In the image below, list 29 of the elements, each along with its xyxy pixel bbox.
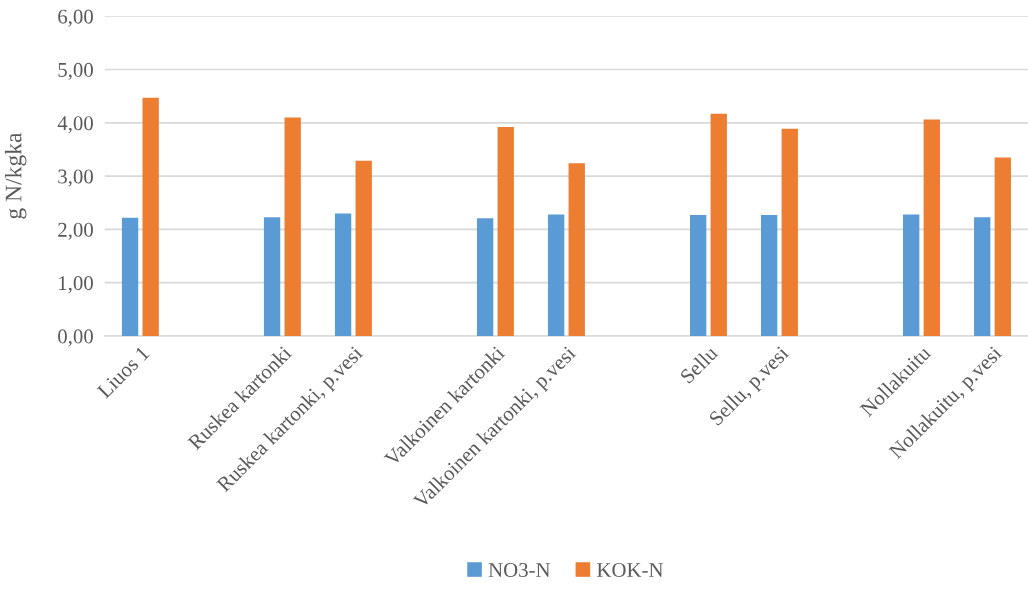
bar xyxy=(781,128,798,336)
y-tick-label: 2,00 xyxy=(58,222,93,240)
bar xyxy=(355,160,372,336)
y-tick-label: 3,00 xyxy=(58,169,93,187)
bar xyxy=(284,117,301,336)
y-tick-label: 6,00 xyxy=(58,9,93,27)
x-tick-label: Sellu xyxy=(679,344,719,384)
bar xyxy=(334,213,352,336)
legend-label: NO3-N xyxy=(488,563,551,578)
bar xyxy=(710,113,727,336)
bar xyxy=(121,217,139,336)
bar xyxy=(476,218,494,336)
bar xyxy=(974,217,991,336)
bar xyxy=(142,97,159,336)
y-tick-label: 5,00 xyxy=(58,62,93,80)
bar xyxy=(903,214,920,336)
y-tick-label: 1,00 xyxy=(59,276,93,294)
bar xyxy=(994,157,1011,336)
bar xyxy=(497,127,514,336)
y-tick-label: 0,00 xyxy=(58,329,93,347)
bar xyxy=(923,119,940,336)
bar xyxy=(689,215,707,336)
y-tick-label: 4,00 xyxy=(57,116,93,134)
legend-label: KOK-N xyxy=(597,563,664,578)
bar xyxy=(547,214,565,336)
bar xyxy=(263,217,281,336)
bar xyxy=(568,163,585,336)
bar xyxy=(761,215,778,336)
y-axis-title: g N/kgka xyxy=(4,132,27,219)
